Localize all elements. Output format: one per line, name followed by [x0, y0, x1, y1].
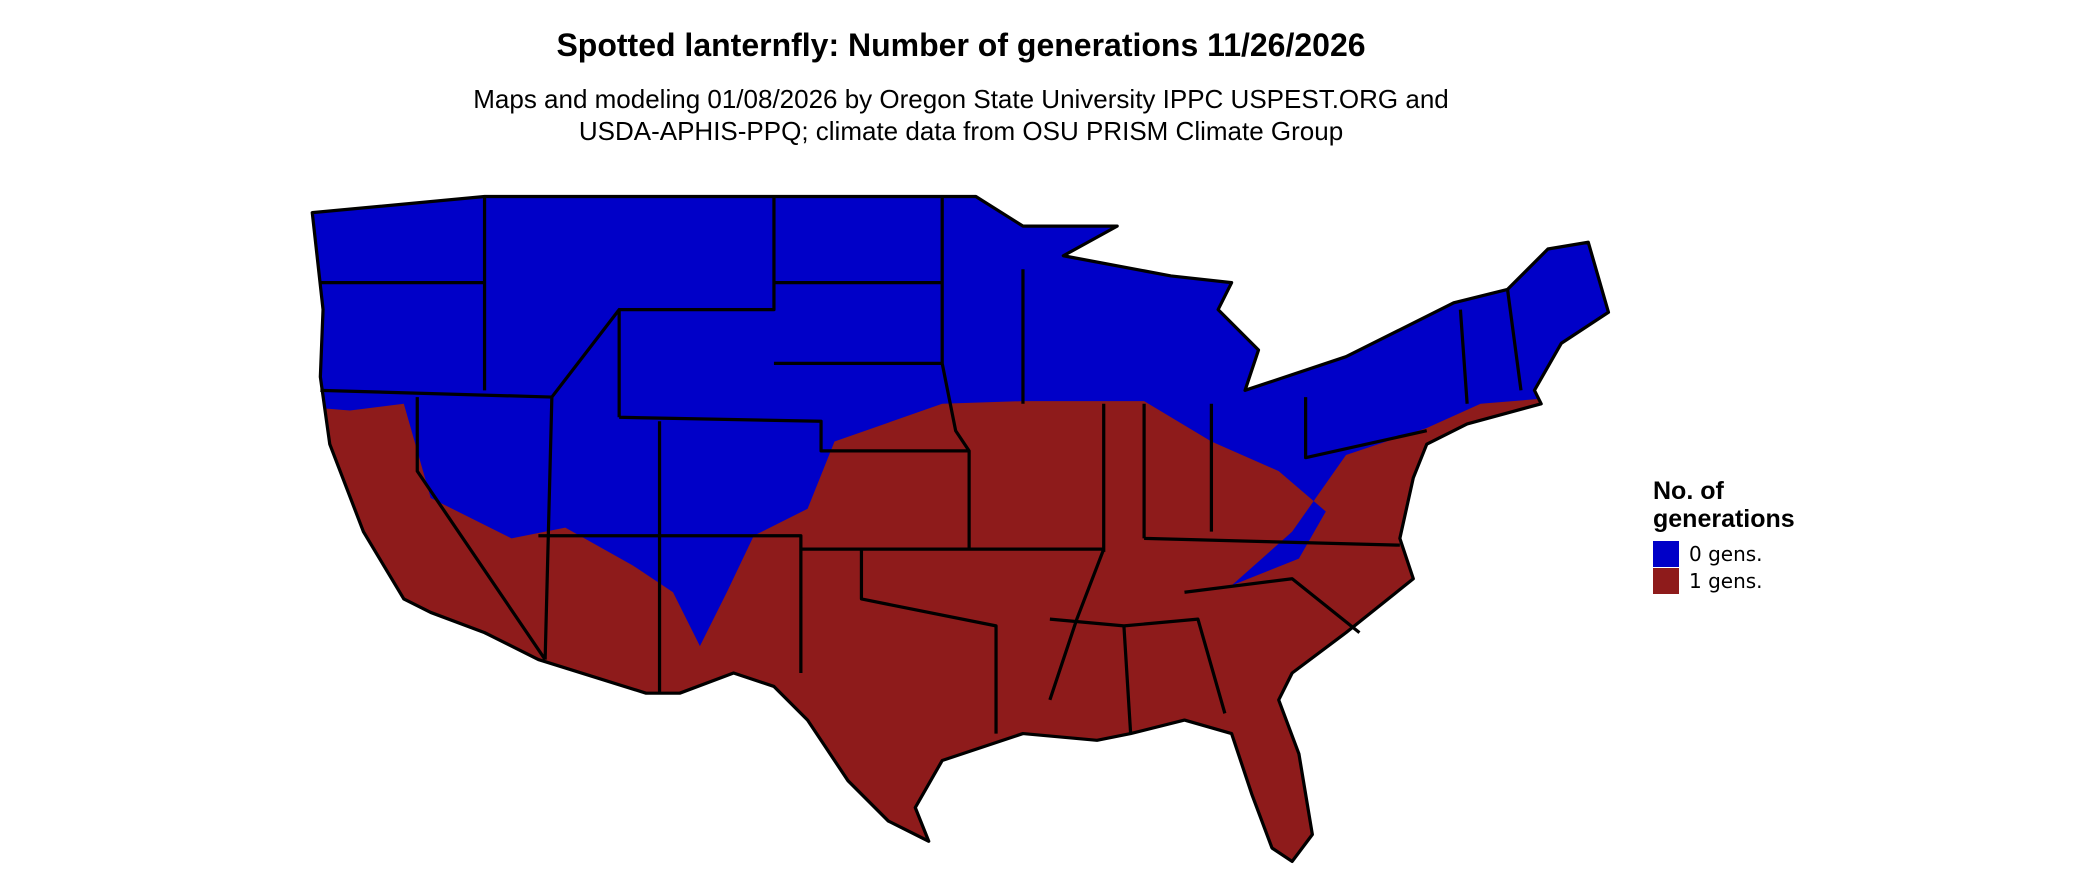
map-title: Spotted lanternfly: Number of generation…	[556, 27, 1365, 63]
legend-swatch	[1653, 568, 1679, 594]
map-subtitle: Maps and modeling 01/08/2026 by Oregon S…	[473, 84, 1449, 114]
legend-label: 1 gens.	[1689, 569, 1763, 593]
legend-swatch	[1653, 541, 1679, 567]
map-fill	[312, 196, 1609, 862]
legend-title: No. of	[1653, 477, 1724, 505]
map-subtitle: USDA-APHIS-PPQ; climate data from OSU PR…	[579, 116, 1343, 146]
us-map	[310, 194, 1611, 864]
legend-title: generations	[1653, 505, 1795, 533]
state-borders	[310, 194, 1611, 864]
legend: 0 gens. 1 gens.	[1653, 541, 1763, 594]
legend-label: 0 gens.	[1689, 542, 1763, 566]
